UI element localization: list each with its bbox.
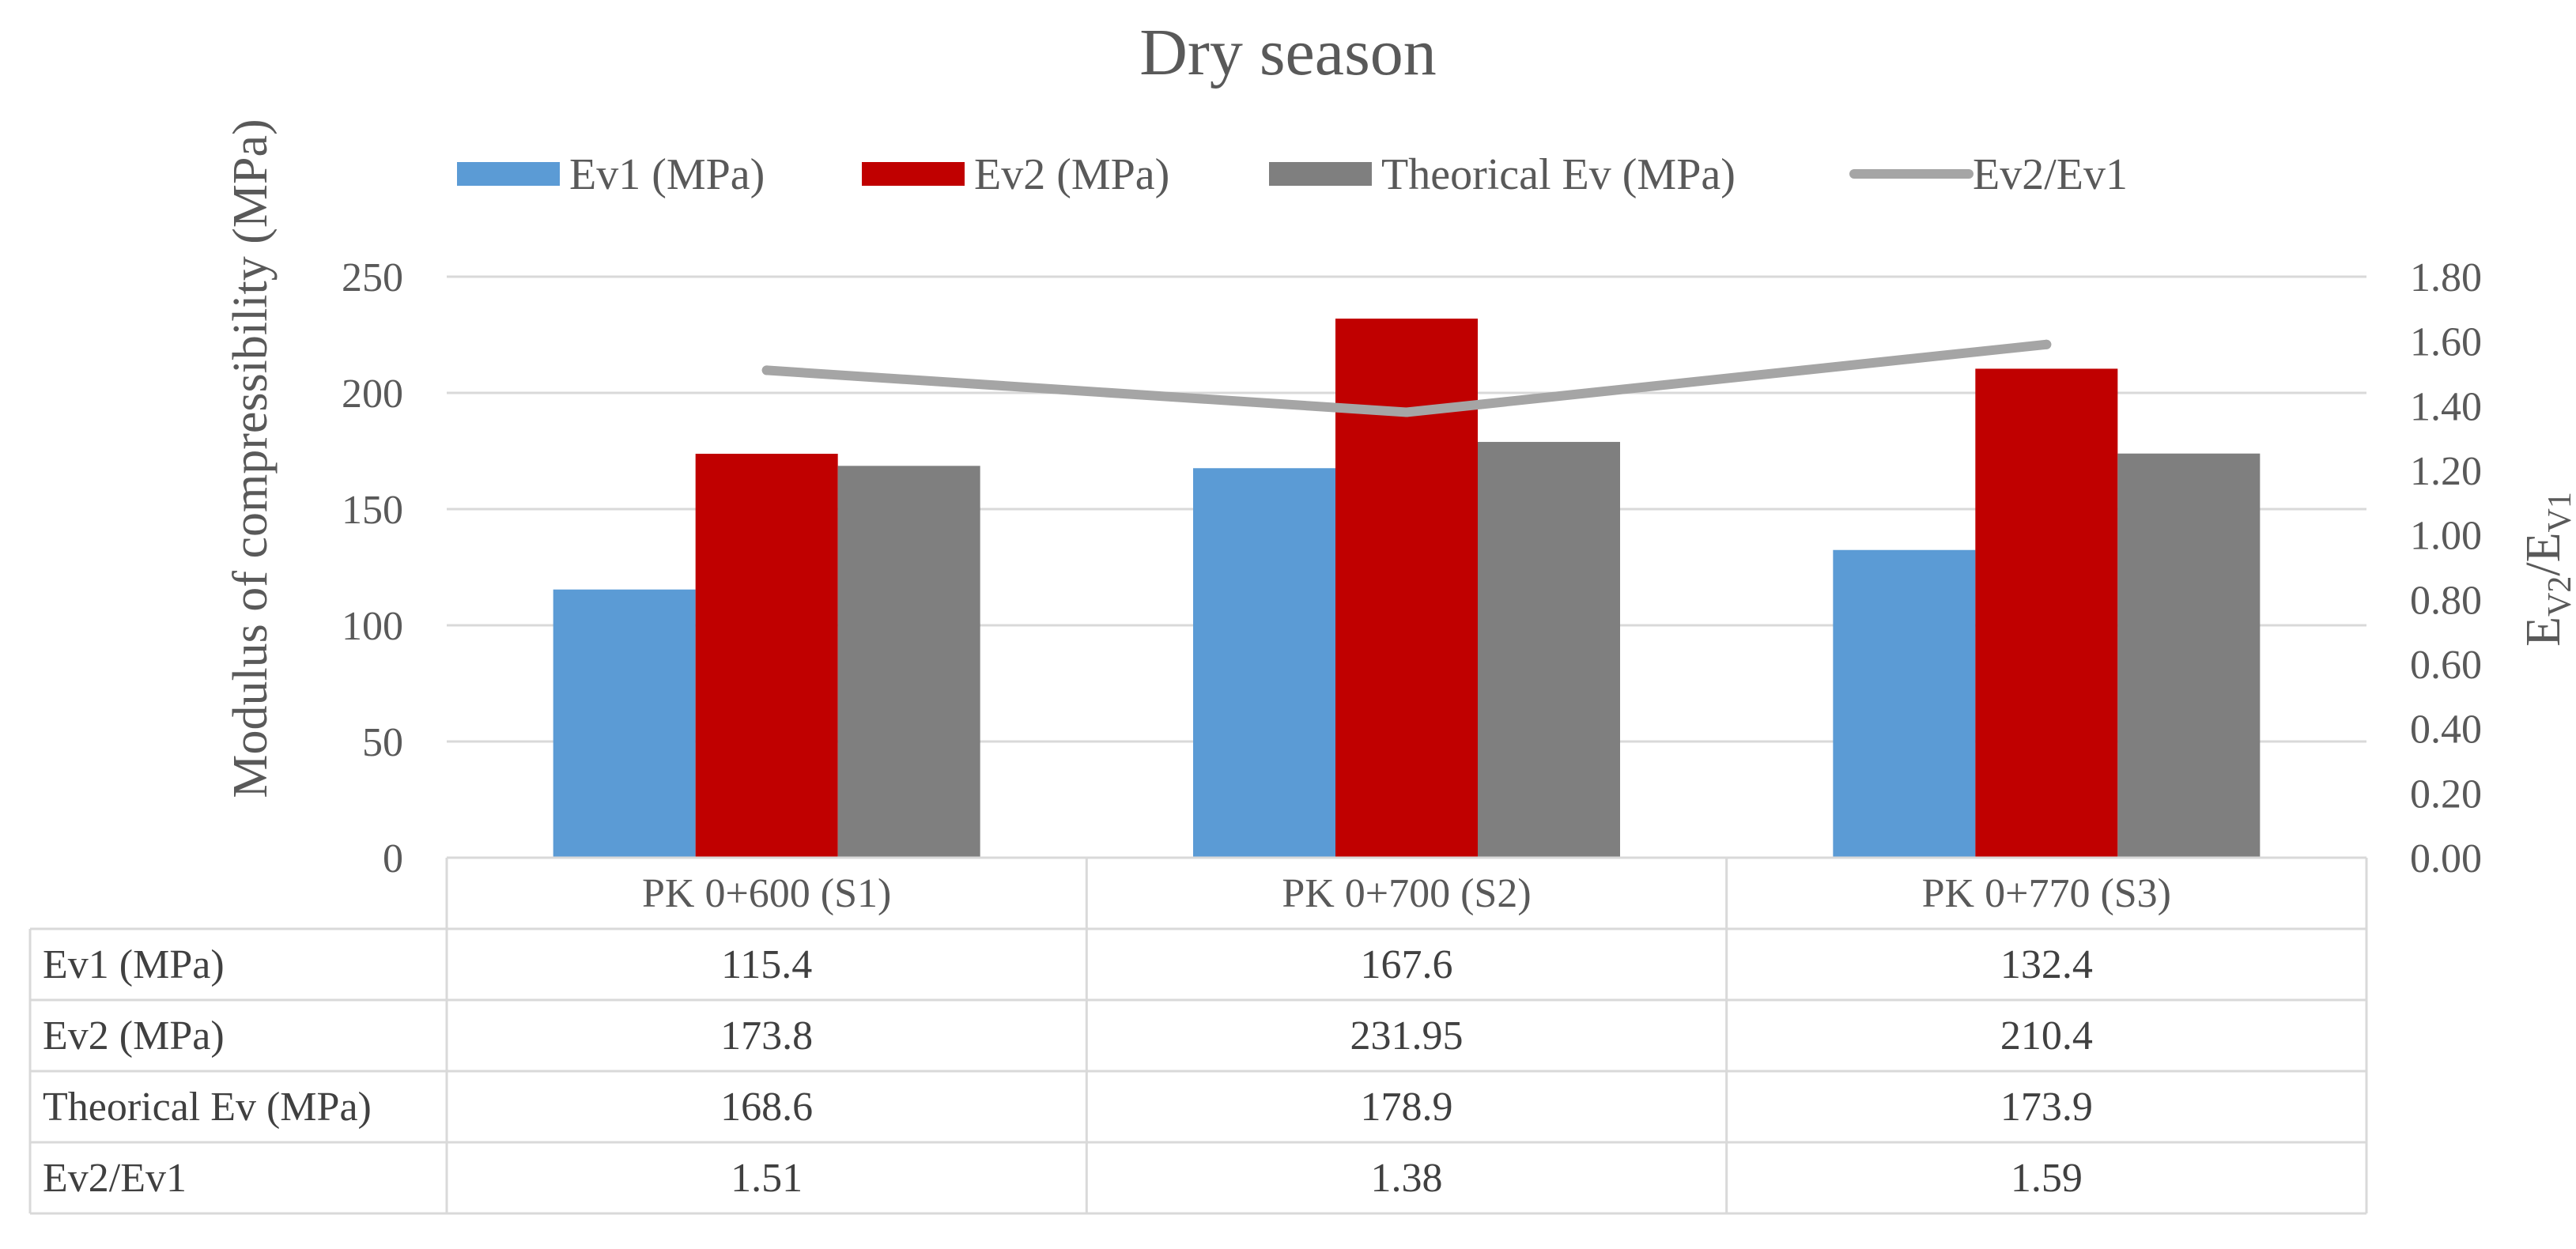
table-cell: 173.9	[2000, 1085, 2093, 1130]
y-axis-title: Modulus of compressibility (MPa)	[224, 119, 278, 798]
y-tick-label: 200	[342, 372, 403, 417]
bar-1-1	[553, 589, 696, 858]
y-tick-label: 150	[342, 488, 403, 533]
y2-tick-label: 0.60	[2410, 643, 2482, 688]
table-cell: 210.4	[2000, 1013, 2093, 1058]
table-row-label: Ev1 (MPa)	[43, 942, 225, 987]
bar-2-1	[695, 454, 838, 858]
y2-tick-label: 1.20	[2410, 449, 2482, 494]
y2-axis-title-main: E	[2517, 617, 2570, 647]
ratio-point	[761, 365, 772, 375]
bar-3-2	[1478, 442, 1620, 858]
legend-label: Theorical Ev (MPa)	[1381, 150, 1736, 199]
table-cell: 167.6	[1361, 942, 1453, 987]
bar-2-3	[1975, 368, 2118, 858]
y2-tick-label: 1.60	[2410, 320, 2482, 365]
table-cell: 1.51	[731, 1156, 803, 1201]
legend-swatch	[862, 162, 965, 186]
table-row-label: Ev2/Ev1	[43, 1156, 187, 1201]
y-tick-label: 100	[342, 604, 403, 649]
bar-1-2	[1193, 468, 1335, 858]
y2-axis-title-sub1: V2	[2542, 576, 2576, 617]
y2-axis-title: EV2/EV1	[2517, 492, 2576, 647]
table-cell: 168.6	[720, 1085, 813, 1130]
y2-tick-label: 1.80	[2410, 255, 2482, 300]
y2-tick-label: 1.40	[2410, 384, 2482, 429]
legend-label: Ev1 (MPa)	[569, 150, 765, 199]
table-cell: 178.9	[1361, 1085, 1453, 1130]
y2-tick-label: 0.20	[2410, 772, 2482, 817]
table-cell: 1.38	[1371, 1156, 1443, 1201]
chart-title: Dry season	[1139, 16, 1437, 89]
bar-3-1	[837, 466, 980, 858]
x-tick-label: PK 0+700 (S2)	[1282, 871, 1531, 916]
table-cell: 132.4	[2000, 942, 2093, 987]
legend-label: Ev2 (MPa)	[974, 150, 1169, 199]
table-row-label: Ev2 (MPa)	[43, 1013, 225, 1058]
table-cell: 231.95	[1350, 1013, 1464, 1058]
legend: Ev1 (MPa) Ev2 (MPa) Theorical Ev (MPa) Ev2/…	[457, 150, 2128, 199]
table-cell: 115.4	[721, 942, 812, 987]
y2-tick-label: 0.00	[2410, 836, 2482, 881]
y2-axis-ticks: 0.00 0.20 0.40 0.60 0.80 1.00 1.20 1.40 1.60 1.80	[2410, 255, 2482, 881]
table-cell: 173.8	[720, 1013, 813, 1058]
y-tick-label: 250	[342, 255, 403, 300]
x-tick-label: PK 0+770 (S3)	[1922, 871, 2171, 916]
table-cell: 1.59	[2011, 1156, 2083, 1201]
bar-1-3	[1833, 549, 1976, 858]
y2-tick-label: 0.80	[2410, 578, 2482, 623]
legend-swatch	[457, 162, 560, 186]
x-tick-label: PK 0+600 (S1)	[642, 871, 891, 916]
legend-label: Ev2/Ev1	[1973, 150, 2128, 199]
ratio-point	[2042, 339, 2052, 349]
y2-tick-label: 1.00	[2410, 514, 2482, 559]
bar-3-3	[2117, 453, 2261, 858]
ratio-point	[1402, 407, 1411, 417]
legend-swatch	[1269, 162, 1372, 186]
y2-axis-title-sep: /E	[2517, 533, 2570, 576]
y-tick-label: 0	[383, 836, 403, 881]
y-axis-ticks: 0 50 100 150 200 250	[342, 255, 403, 881]
table-row-label: Theorical Ev (MPa)	[43, 1085, 372, 1130]
y-tick-label: 50	[362, 720, 403, 765]
ratio-line-series	[761, 339, 2052, 417]
bar-2-2	[1335, 319, 1478, 858]
data-table: PK 0+600 (S1) PK 0+700 (S2) PK 0+770 (S3) E…	[28, 856, 2368, 1215]
bars	[553, 319, 2261, 858]
y2-axis-title-sub2: V1	[2542, 492, 2576, 532]
y2-tick-label: 0.40	[2410, 708, 2482, 753]
